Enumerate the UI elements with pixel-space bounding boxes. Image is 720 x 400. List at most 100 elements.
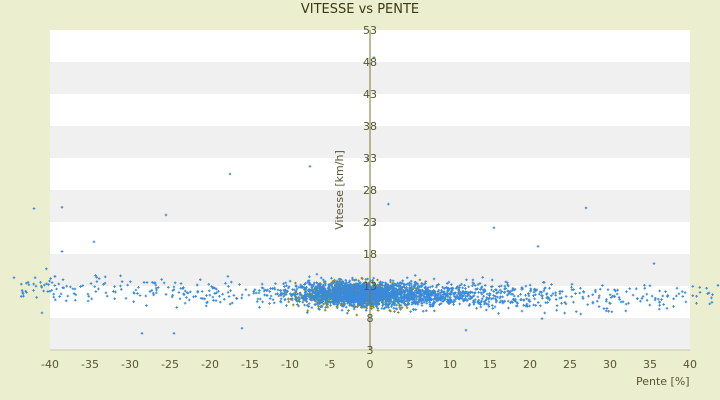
data-point [340,284,344,287]
data-point [410,284,414,288]
data-point [207,282,211,286]
data-point [488,292,492,296]
data-point [430,294,433,297]
data-point [467,293,471,297]
data-point [439,302,443,305]
data-point [545,292,548,296]
data-point [474,288,478,291]
data-point [410,298,414,301]
data-point [570,295,573,298]
data-point [650,294,654,298]
data-point [487,297,490,301]
data-point [92,240,96,244]
data-point [124,296,128,300]
data-point [335,294,338,298]
data-point [262,289,266,293]
data-point [39,280,42,284]
data-point [355,292,359,295]
data-point [475,306,478,310]
data-point [481,288,485,292]
data-point [393,303,396,307]
data-point [395,296,398,300]
data-point [502,300,506,304]
data-point [389,296,392,299]
data-point [460,293,464,297]
data-point [529,287,533,291]
data-point [183,289,187,293]
data-point [296,300,299,303]
data-point [279,297,283,301]
data-point [462,298,466,301]
data-point [343,294,347,298]
data-point [355,313,359,317]
data-point [138,294,142,297]
data-point [32,207,36,210]
data-point [379,286,383,289]
data-point [414,300,418,303]
data-point [664,290,667,293]
data-point [321,297,324,300]
data-point [584,206,588,210]
data-point [497,312,500,315]
data-point [491,296,495,300]
data-point [238,283,241,286]
data-point [539,304,542,308]
data-point [371,286,375,289]
data-point [306,304,310,308]
data-point [360,292,364,296]
data-point [232,294,236,297]
data-point [434,297,437,301]
x-axis-label: Pente [%] [636,375,690,388]
data-point [490,278,494,282]
data-point [536,245,540,248]
data-point [586,303,589,306]
data-point [327,283,331,286]
data-point [628,287,632,290]
data-point [42,289,45,293]
data-point [305,297,309,300]
data-point [291,303,295,307]
data-point [617,296,621,299]
axes [50,30,690,351]
data-point [319,290,323,294]
data-point [695,294,698,298]
data-point [485,308,488,312]
data-point [342,300,346,304]
data-point [356,301,360,305]
data-point [506,293,509,297]
data-point [446,289,450,292]
data-point [310,288,314,292]
data-point [43,283,46,287]
data-point [608,301,611,305]
data-point [329,297,332,300]
data-point [449,293,453,296]
data-point [384,298,388,301]
data-point [643,283,646,287]
data-point [546,296,549,300]
data-point [399,308,402,311]
x-tick-label: 35 [643,358,657,371]
data-point [560,302,563,305]
data-point [560,290,564,293]
data-point [283,298,287,301]
data-point [481,276,485,279]
data-point [352,290,355,294]
data-point [615,292,619,296]
data-point [454,287,458,290]
data-point [303,303,306,307]
data-point [398,305,401,309]
data-point [618,298,621,301]
data-point [364,280,367,284]
data-point [415,291,419,294]
data-point [365,286,369,290]
data-point [380,296,384,299]
data-point [534,293,537,297]
data-point [58,295,61,298]
data-point [312,283,316,286]
data-point [364,278,368,281]
data-point [570,282,574,286]
data-point [392,290,395,294]
data-point [344,298,348,301]
data-point [32,289,35,292]
data-point [520,309,524,313]
